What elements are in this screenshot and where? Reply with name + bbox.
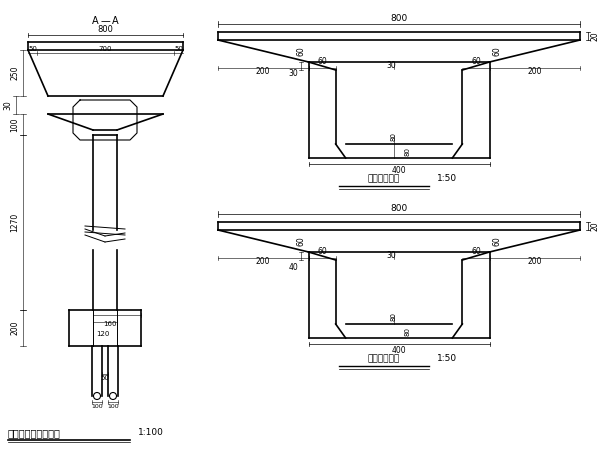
Text: 60: 60 (296, 236, 305, 246)
Text: 120: 120 (97, 331, 110, 337)
Text: 80: 80 (404, 147, 410, 156)
Text: 800: 800 (391, 204, 407, 213)
Text: 30: 30 (386, 252, 396, 261)
Text: 80: 80 (404, 327, 410, 336)
Text: 50: 50 (174, 46, 183, 52)
Text: 40: 40 (289, 264, 299, 273)
Text: 60: 60 (296, 46, 305, 56)
Text: 200: 200 (527, 257, 542, 266)
Text: 30: 30 (3, 100, 12, 110)
Text: 1:100: 1:100 (138, 428, 164, 437)
Text: 1270: 1270 (10, 213, 19, 232)
Text: 250: 250 (10, 66, 19, 80)
Text: 应力连续梁桥截面图: 应力连续梁桥截面图 (8, 428, 61, 438)
Text: 200: 200 (10, 321, 19, 335)
Text: 20: 20 (591, 221, 600, 231)
Text: 60: 60 (493, 46, 502, 56)
Text: 100: 100 (10, 117, 19, 132)
Text: 200: 200 (256, 68, 271, 76)
Text: —: — (101, 16, 110, 26)
Text: 50: 50 (101, 375, 109, 381)
Text: 200: 200 (527, 68, 542, 76)
Text: 60: 60 (471, 247, 481, 256)
Text: 700: 700 (99, 46, 112, 52)
Text: 100: 100 (91, 404, 103, 409)
Text: 60: 60 (471, 57, 481, 66)
Text: 200: 200 (256, 257, 271, 266)
Text: 60: 60 (317, 247, 327, 256)
Text: 30: 30 (386, 62, 396, 71)
Text: A: A (92, 16, 99, 26)
Text: 400: 400 (392, 166, 406, 175)
Text: 1:50: 1:50 (437, 174, 457, 183)
Text: 80: 80 (391, 312, 397, 321)
Text: 跨中截面详图: 跨中截面详图 (368, 174, 400, 183)
Text: 160: 160 (103, 321, 117, 327)
Text: 1:50: 1:50 (437, 354, 457, 363)
Text: 支点截面详图: 支点截面详图 (368, 354, 400, 363)
Text: 50: 50 (28, 46, 37, 52)
Text: 20: 20 (591, 31, 600, 41)
Text: 30: 30 (289, 69, 299, 78)
Text: 400: 400 (392, 346, 406, 355)
Text: 80: 80 (391, 132, 397, 141)
Text: 800: 800 (98, 25, 113, 34)
Text: 60: 60 (317, 57, 327, 66)
Text: 100: 100 (107, 404, 119, 409)
Text: 800: 800 (391, 14, 407, 23)
Text: 60: 60 (493, 236, 502, 246)
Text: A: A (112, 16, 119, 26)
